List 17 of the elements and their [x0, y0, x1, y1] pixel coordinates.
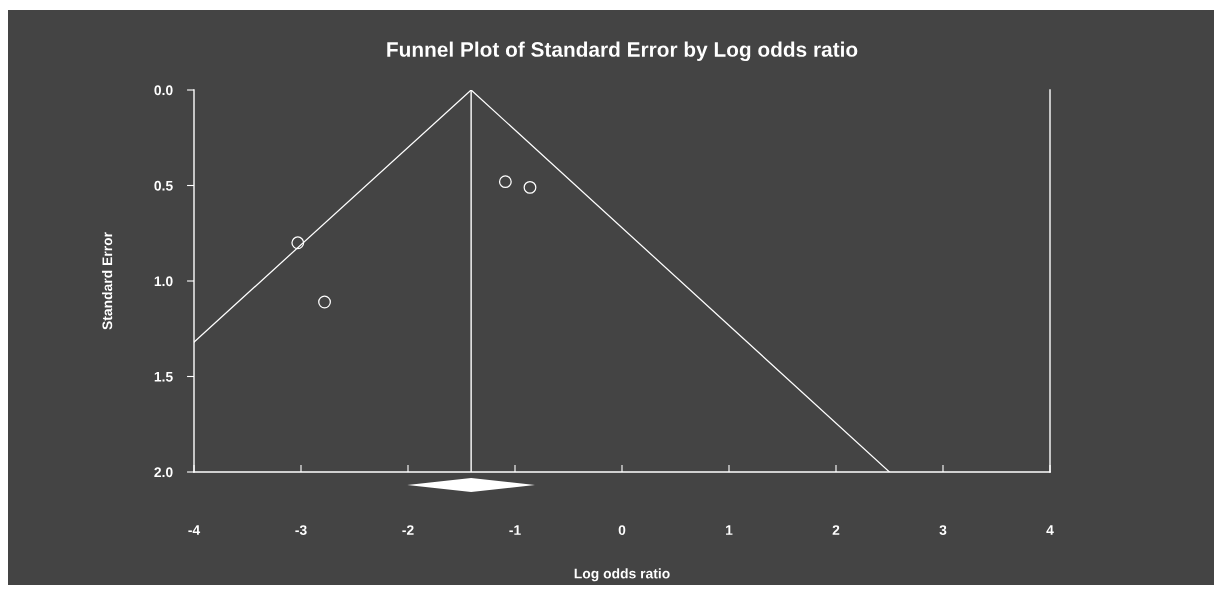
x-axis-title: Log odds ratio	[574, 568, 670, 582]
x-tick-label: 0	[618, 525, 626, 535]
y-tick-label: 1.0	[154, 276, 173, 287]
x-tick-label: -4	[188, 525, 201, 535]
x-tick-label: 1	[726, 525, 733, 535]
y-tick-label: 0.5	[154, 180, 173, 191]
x-tick-label: 3	[939, 525, 947, 535]
chart-title: Funnel Plot of Standard Error by Log odds ratio	[387, 41, 858, 62]
y-axis-title: Standard Error	[102, 232, 113, 330]
x-tick-label: -2	[402, 525, 414, 535]
y-tick-label: 1.5	[154, 371, 173, 382]
y-tick-label: 2.0	[154, 467, 173, 478]
x-tick-label: 4	[1046, 525, 1054, 535]
x-tick-label: 2	[832, 525, 840, 535]
x-tick-label: -1	[509, 525, 521, 535]
y-tick-label: 0.0	[154, 85, 173, 96]
x-tick-label: -3	[295, 525, 307, 535]
